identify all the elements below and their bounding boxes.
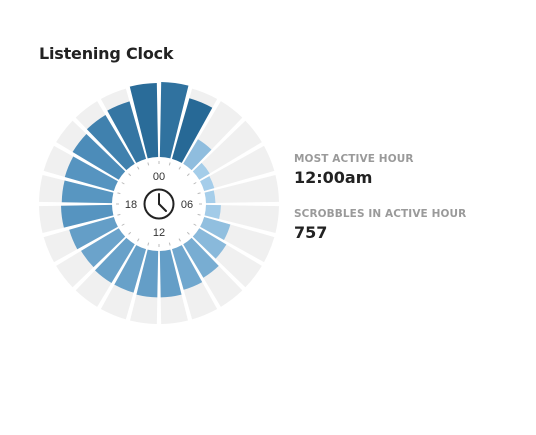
hour-label-00: 00 — [153, 171, 165, 183]
hour-bar-17[interactable] — [61, 204, 114, 228]
dial-tick — [117, 213, 121, 216]
most-active-hour-value: 12:00am — [294, 168, 373, 187]
dial-tick — [137, 238, 140, 242]
hour-bar-03[interactable] — [192, 162, 210, 180]
hour-track-06 — [204, 204, 279, 233]
hour-bar-05[interactable] — [204, 190, 216, 204]
hour-bar-06[interactable] — [204, 204, 221, 219]
dial-tick — [117, 192, 121, 195]
stats-panel: MOST ACTIVE HOUR 12:00am SCROBBLES IN AC… — [294, 153, 524, 242]
dial-tick — [193, 182, 197, 185]
hour-bar-22[interactable] — [107, 101, 147, 163]
dial-tick — [121, 223, 125, 226]
hour-label-12: 12 — [153, 227, 165, 239]
dial-tick — [128, 231, 132, 235]
hour-bar-04[interactable] — [200, 176, 215, 192]
hour-bar-00[interactable] — [159, 82, 189, 159]
hour-bar-02[interactable] — [183, 139, 212, 171]
clock-bar-group — [61, 82, 231, 298]
hour-bar-15[interactable] — [81, 228, 126, 268]
hour-bar-13[interactable] — [114, 245, 147, 293]
dial-tick — [193, 223, 197, 226]
hour-bar-11[interactable] — [159, 249, 182, 298]
hour-bar-20[interactable] — [72, 134, 126, 180]
clock-icon — [143, 188, 175, 220]
hour-bar-01[interactable] — [171, 98, 213, 163]
most-active-hour-block: MOST ACTIVE HOUR 12:00am — [294, 153, 524, 187]
dial-tick — [147, 162, 150, 166]
dial-tick — [147, 242, 150, 246]
dial-tick — [128, 173, 132, 177]
most-active-hour-label: MOST ACTIVE HOUR — [294, 153, 414, 165]
hour-bar-19[interactable] — [64, 156, 118, 192]
scrobbles-label: SCROBBLES IN ACTIVE HOUR — [294, 208, 467, 220]
hour-bar-07[interactable] — [200, 216, 231, 240]
widget-title: Listening Clock — [39, 44, 174, 63]
dial-tick — [168, 242, 171, 246]
hour-track-03 — [192, 120, 262, 180]
hour-label-06: 06 — [181, 199, 193, 211]
dial-tick — [137, 166, 140, 170]
dial-tick — [178, 238, 181, 242]
hour-track-04 — [200, 145, 275, 192]
dial-tick — [168, 162, 171, 166]
hour-bar-10[interactable] — [171, 245, 203, 290]
listening-clock-chart: 00 06 12 18 — [39, 82, 279, 324]
hour-bar-08[interactable] — [192, 228, 227, 259]
clock-tick-group — [116, 161, 202, 247]
dial-tick — [178, 166, 181, 170]
hour-label-18: 18 — [125, 199, 137, 211]
dial-tick — [197, 192, 201, 195]
hour-bar-12[interactable] — [136, 249, 159, 298]
scrobbles-value: 757 — [294, 223, 328, 242]
dial-tick — [121, 182, 125, 185]
dial-tick — [197, 213, 201, 216]
hour-bar-09[interactable] — [183, 237, 219, 278]
scrobbles-block: SCROBBLES IN ACTIVE HOUR 757 — [294, 208, 524, 242]
dial-tick — [186, 173, 190, 177]
hour-track-05 — [204, 175, 279, 204]
dial-tick — [186, 231, 190, 235]
hour-bar-18[interactable] — [61, 180, 114, 204]
clock-label-group: 00 06 12 18 — [125, 171, 193, 239]
hour-bar-21[interactable] — [86, 115, 135, 171]
hour-bar-16[interactable] — [69, 216, 118, 250]
hour-bar-23[interactable] — [129, 83, 159, 159]
hour-bar-14[interactable] — [94, 237, 135, 284]
